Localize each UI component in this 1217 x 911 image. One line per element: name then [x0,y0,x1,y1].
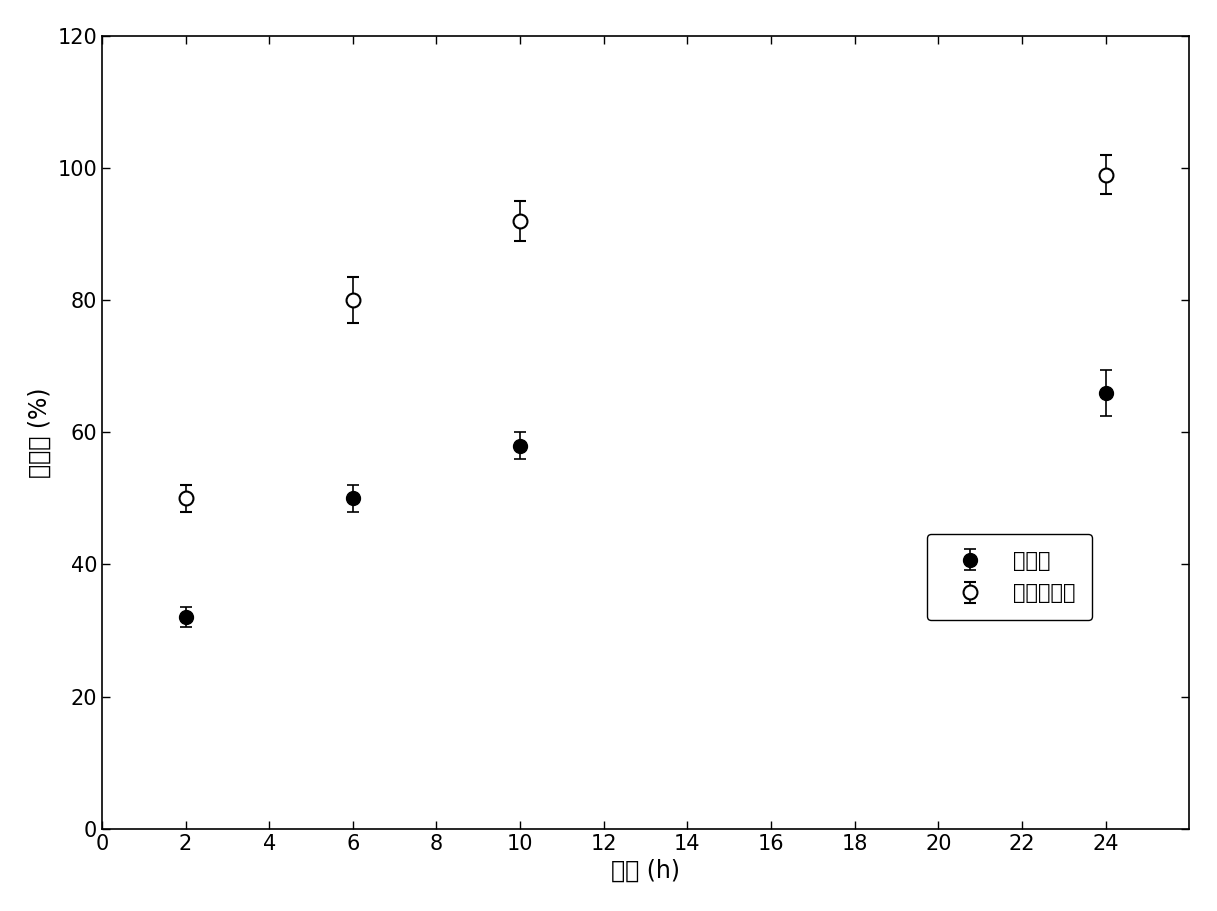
Y-axis label: 去除率 (%): 去除率 (%) [28,387,52,477]
X-axis label: 时间 (h): 时间 (h) [611,859,680,884]
Legend: 对比样, 二鼠李糖脂: 对比样, 二鼠李糖脂 [927,534,1092,620]
